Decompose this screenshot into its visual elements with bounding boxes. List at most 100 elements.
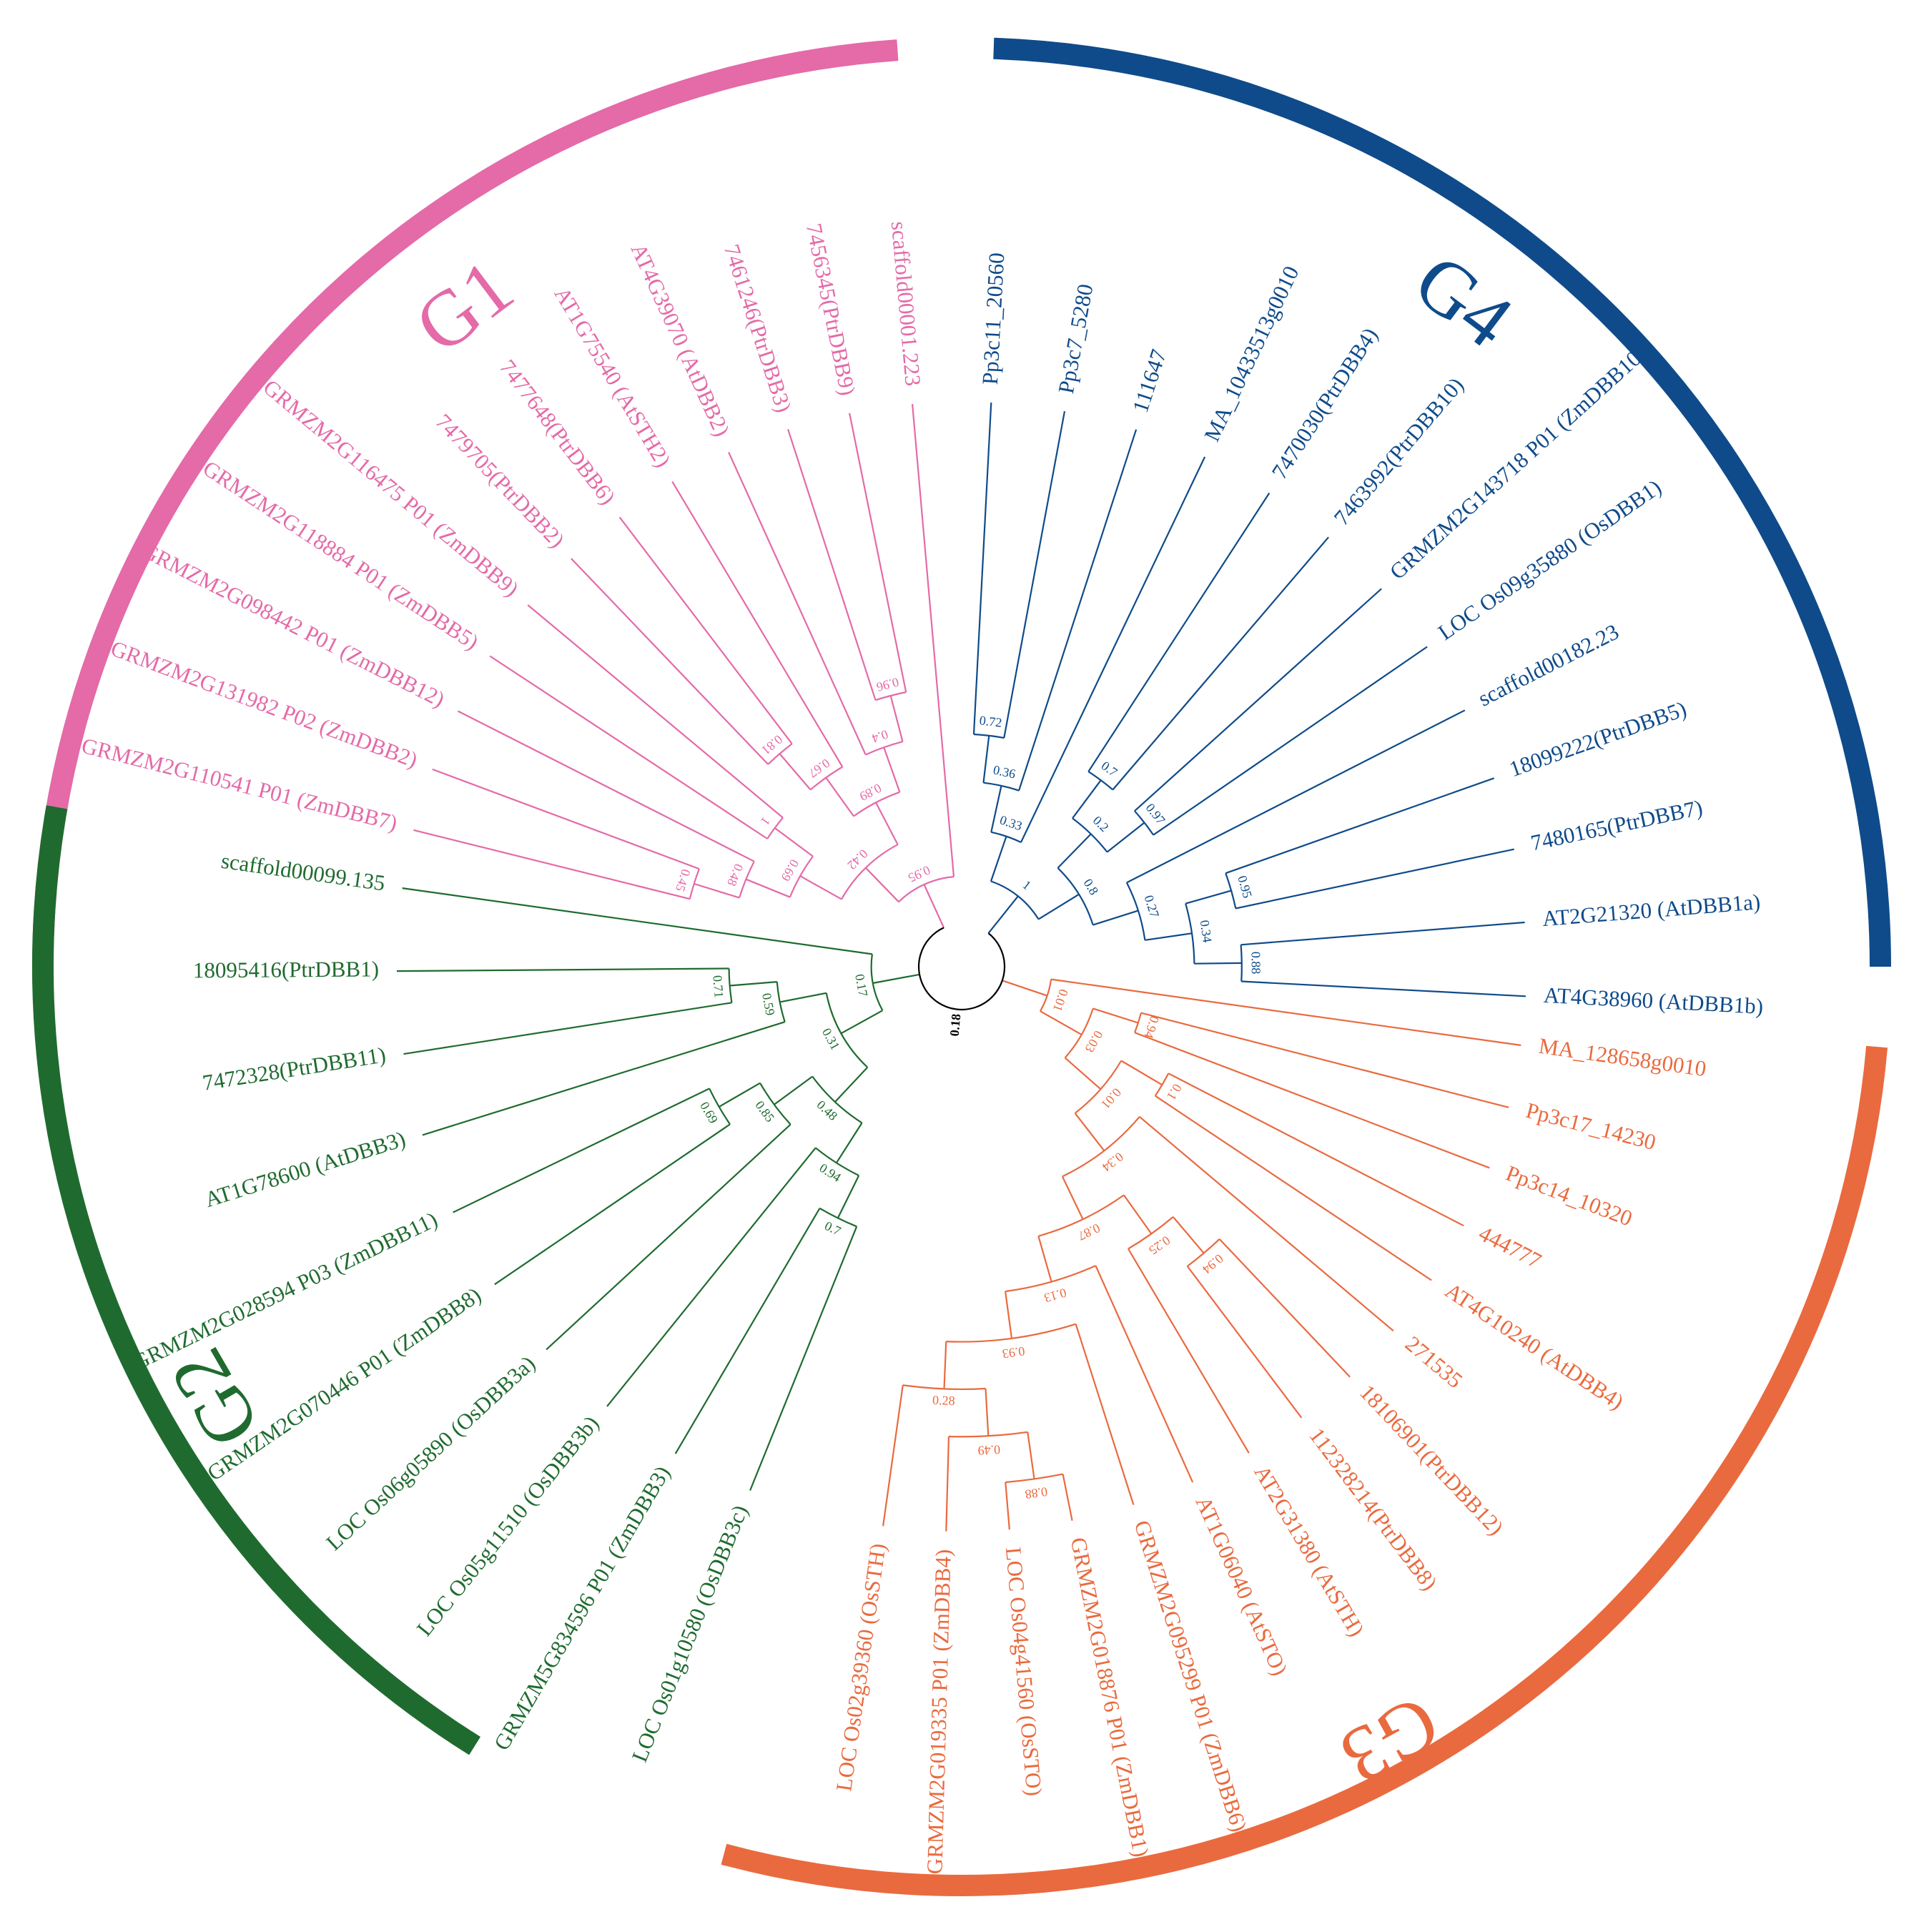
clade-connector: [776, 982, 786, 1022]
leaf-label-111647: 111647: [1128, 346, 1171, 415]
support-value: 0.88: [1024, 1484, 1048, 1502]
support-value: 0.95: [1235, 874, 1255, 900]
clade-connector: [825, 992, 869, 1068]
leaf-label-at4g10240-atdbb4: AT4G10240 (AtDBB4): [1441, 1278, 1628, 1414]
branch: [527, 604, 784, 819]
clade-connector: [898, 876, 954, 903]
branch: [1057, 833, 1092, 869]
branch: [1240, 921, 1525, 946]
branch: [1145, 932, 1193, 941]
leaf-label-ma-128658g0010: MA_128658g0010: [1537, 1033, 1708, 1081]
branch: [1218, 1238, 1351, 1378]
branch: [1172, 1216, 1205, 1254]
leaf-label-pp3c11-20560: Pp3c11_20560: [977, 252, 1010, 385]
branch: [1112, 536, 1329, 791]
leaf-label-loc-os01g10580-osdbb3c: LOC Os01g10580 (OsDBB3c): [626, 1502, 752, 1765]
branch: [402, 887, 873, 955]
branch: [1241, 980, 1526, 997]
group-arc-g3: [721, 1045, 1888, 1896]
branch: [1064, 1057, 1102, 1090]
branch: [840, 1010, 883, 1035]
support-value: 0.8: [1080, 876, 1101, 897]
support-value: 0.17: [852, 973, 870, 998]
group-label-g1: G1: [399, 242, 528, 370]
branch: [912, 403, 955, 877]
branch: [872, 973, 920, 985]
branch: [1062, 1474, 1073, 1521]
leaf-label-grmzm2g019335-p01-zmdbb4: GRMZM2G019335 P01 (ZmDBB4): [922, 1549, 955, 1874]
branch: [694, 882, 740, 899]
branch: [671, 481, 844, 768]
support-value: 0.1: [1164, 1081, 1185, 1103]
clade-connector: [759, 1083, 791, 1125]
leaf-label-18095416-ptrdbb1: 18095416(PtrDBB1): [193, 956, 379, 982]
branch: [982, 735, 990, 783]
support-value: 0.4: [870, 727, 890, 746]
leaf-label-7456345-ptrdbb9: 7456345(PtrDBB9): [801, 221, 861, 398]
branch: [1061, 1176, 1084, 1220]
branch: [837, 1175, 860, 1218]
clade-connector: [1057, 867, 1094, 925]
leaf-label-at2g21320-atdbb1a: AT2G21320 (AtDBB1a): [1541, 889, 1761, 931]
support-value: 0.7: [822, 1218, 843, 1238]
leaf-label-pp3c17-14230: Pp3c17_14230: [1524, 1098, 1659, 1155]
branch: [774, 827, 814, 857]
branch: [799, 875, 842, 900]
branch: [849, 413, 907, 693]
support-value: 0.01: [1050, 987, 1071, 1013]
branch: [749, 1226, 858, 1491]
branch: [1106, 822, 1145, 853]
branch: [945, 1436, 950, 1532]
clade-connector: [1128, 1216, 1174, 1250]
branch: [1134, 1032, 1490, 1169]
support-value: 0.93: [1002, 1344, 1026, 1361]
branch: [1235, 848, 1514, 910]
branch: [618, 516, 793, 744]
leaf-label-pp3c7-5280: Pp3c7_5280: [1053, 282, 1098, 395]
branch: [987, 895, 1019, 934]
branch: [889, 695, 904, 742]
clade-connector: [1187, 1238, 1220, 1267]
leaf-label-scaffold00099-135: scaffold00099.135: [219, 848, 387, 896]
branch: [875, 802, 899, 845]
branch: [1074, 1113, 1105, 1151]
support-value: 0.13: [1042, 1286, 1068, 1306]
clade-connector: [815, 1147, 859, 1176]
branch: [1134, 588, 1382, 812]
branch: [546, 1123, 791, 1351]
clade-connector: [789, 855, 814, 898]
leaf-label-grmzm2g143718-p01-zmdbb10: GRMZM2G143718 P01 (ZmDBB10): [1385, 341, 1652, 585]
support-value: 0.2: [1090, 813, 1112, 834]
branch: [1037, 1236, 1052, 1282]
support-value: 0.71: [710, 975, 726, 998]
branch: [413, 829, 691, 900]
branch: [1092, 910, 1139, 926]
tree-branches: [396, 403, 1526, 1532]
support-value: 0.85: [752, 1098, 777, 1125]
support-value: 0.94: [1200, 1251, 1226, 1277]
branch: [1153, 646, 1428, 836]
leaf-label-18099222-ptrdbb5: 18099222(PtrDBB5): [1506, 696, 1689, 782]
clade-connector: [1072, 817, 1108, 853]
branch: [1002, 980, 1048, 997]
support-value: 0.49: [977, 1442, 1001, 1458]
leaf-label-7463992-ptrdbb10: 7463992(PtrDBB10): [1328, 373, 1469, 530]
clade-connector: [1062, 1116, 1140, 1178]
clade-connector: [948, 1431, 1028, 1438]
branch: [1040, 1010, 1082, 1035]
support-value: 0.36: [992, 762, 1017, 781]
support-value: 0.96: [875, 675, 901, 694]
branch: [1123, 1194, 1153, 1235]
group-arc-g2: [32, 805, 481, 1755]
branch: [1095, 1265, 1194, 1483]
branch: [882, 1385, 904, 1527]
clade-connector: [990, 880, 1040, 920]
branch: [990, 785, 1002, 833]
branch: [745, 878, 791, 898]
leaf-label-pp3c14-10320: Pp3c14_10320: [1503, 1160, 1636, 1231]
branch: [1050, 978, 1521, 1046]
branch: [835, 1122, 863, 1163]
clade-connector: [1040, 979, 1052, 1012]
branch: [606, 1147, 817, 1407]
